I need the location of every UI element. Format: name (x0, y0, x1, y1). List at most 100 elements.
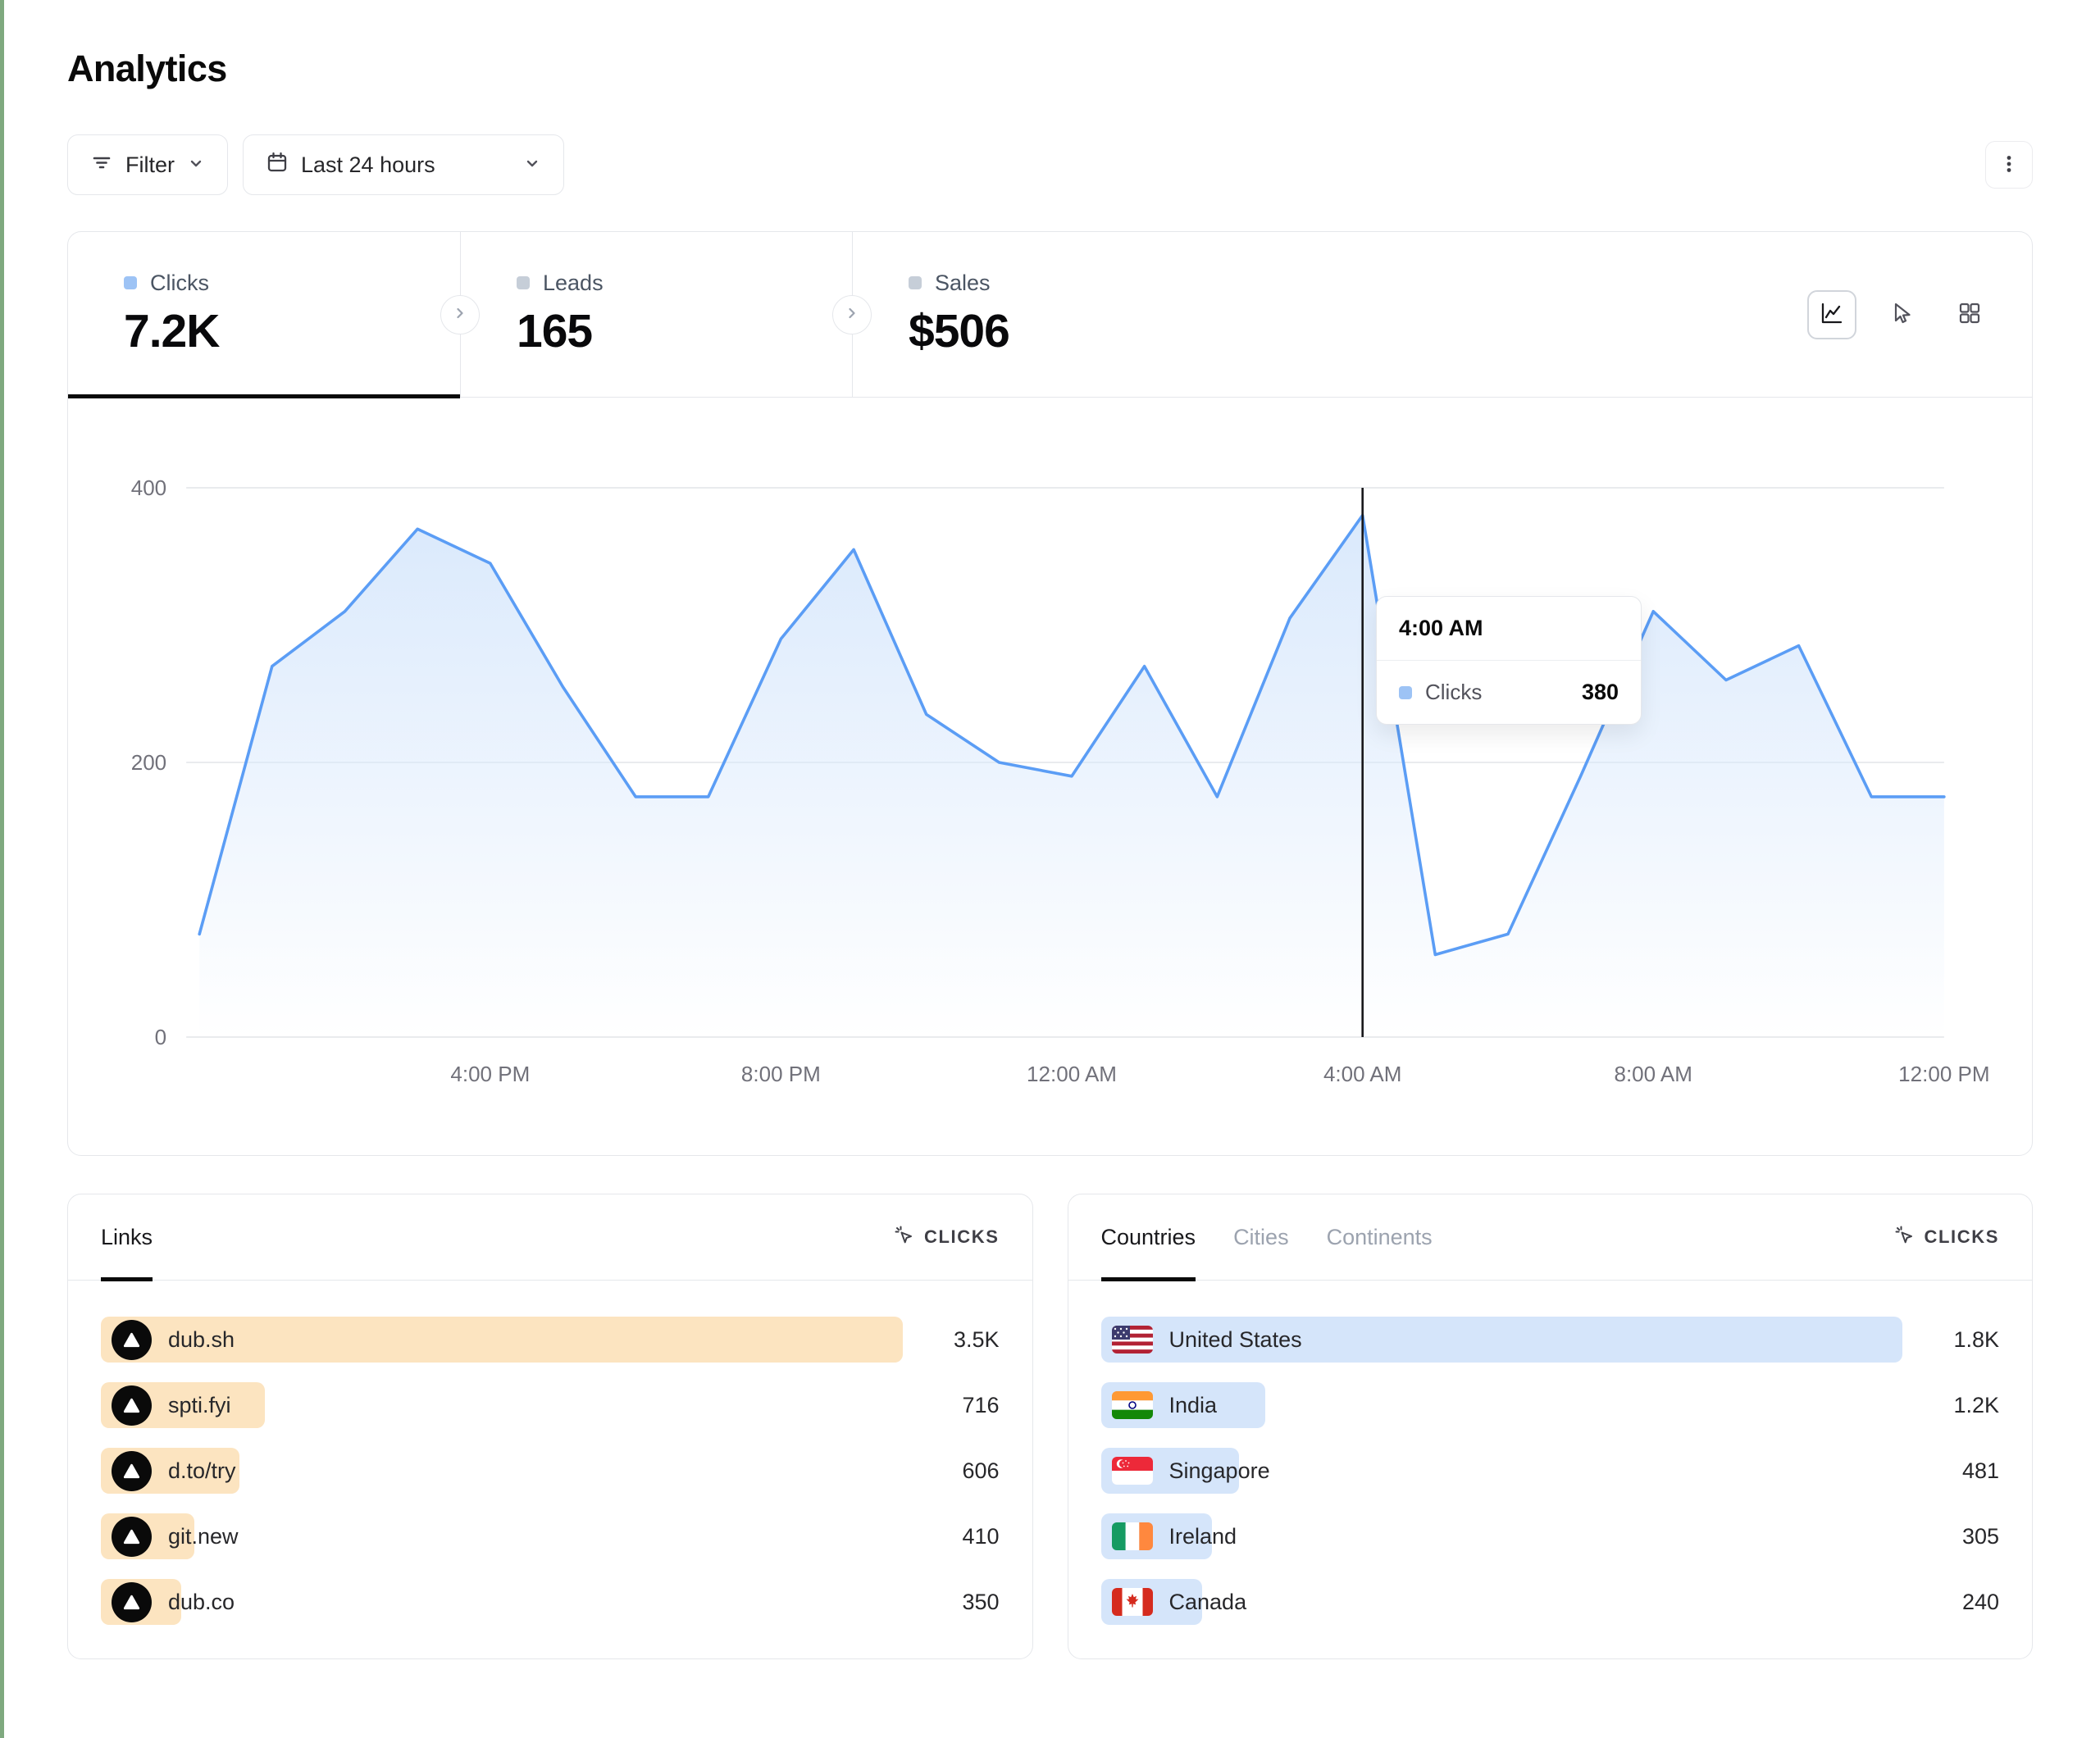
line-chart-view-button[interactable] (1807, 289, 1856, 339)
expand-sales-button[interactable] (832, 294, 872, 334)
chevron-down-icon (187, 152, 205, 178)
tab-links[interactable]: Links (101, 1194, 153, 1281)
link-label: spti.fyi (168, 1392, 231, 1417)
funnel-view-button[interactable] (1876, 289, 1925, 339)
clicks-marker (124, 276, 137, 289)
stat-tab-leads[interactable]: Leads 165 (440, 232, 852, 397)
link-clicks: 716 (962, 1392, 1000, 1417)
links-panel: Links CLICKS (67, 1194, 1033, 1659)
tab-countries[interactable]: Countries (1100, 1194, 1196, 1281)
x-tick-label: 4:00 AM (1323, 1062, 1401, 1086)
stats-header: Clicks 7.2K Leads 165 (68, 232, 2032, 398)
link-row[interactable]: dub.sh 3.5K (101, 1317, 1000, 1363)
y-tick-label: 200 (131, 750, 166, 775)
country-label: Ireland (1168, 1523, 1237, 1549)
date-range-button[interactable]: Last 24 hours (243, 134, 564, 195)
geo-metric-label: CLICKS (1924, 1226, 1999, 1247)
filter-button[interactable]: Filter (67, 134, 228, 195)
tooltip-time: 4:00 AM (1377, 597, 1641, 661)
link-label: dub.co (168, 1589, 235, 1614)
sales-value: $506 (909, 305, 1010, 357)
country-bar (1100, 1317, 1902, 1363)
filter-lines-icon (90, 151, 113, 180)
x-tick-label: 4:00 PM (450, 1062, 530, 1086)
clicks-line (198, 513, 1946, 957)
cursor-rays-icon (1893, 1224, 1915, 1250)
chevron-right-icon (845, 306, 859, 323)
expand-leads-button[interactable] (440, 294, 480, 334)
y-tick-label: 0 (155, 1025, 166, 1049)
link-row[interactable]: d.to/try 606 (101, 1448, 1000, 1494)
more-options-button[interactable] (1985, 141, 2033, 189)
link-label: d.to/try (168, 1458, 236, 1483)
chart-tooltip: 4:00 AM Clicks 380 (1376, 596, 1642, 725)
link-favicon-icon (112, 1319, 152, 1360)
country-label: India (1168, 1392, 1218, 1417)
date-range-label: Last 24 hours (301, 152, 435, 177)
sales-marker (909, 276, 922, 289)
tab-cities[interactable]: Cities (1233, 1224, 1289, 1249)
analytics-card: Clicks 7.2K Leads 165 (67, 231, 2033, 1156)
leads-marker (517, 276, 530, 289)
x-tick-label: 12:00 PM (1898, 1062, 1989, 1086)
toolbar: Filter Last 24 hours (67, 134, 2033, 195)
link-favicon-icon (112, 1450, 152, 1491)
link-row[interactable]: dub.co 350 (101, 1579, 1000, 1625)
links-metric-label: CLICKS (924, 1226, 1000, 1247)
country-label: Singapore (1168, 1458, 1270, 1483)
country-row[interactable]: India 1.2K (1100, 1382, 1999, 1428)
link-label: git.new (168, 1523, 239, 1549)
links-panel-header: Links CLICKS (68, 1194, 1032, 1281)
sales-label: Sales (935, 271, 991, 295)
country-clicks: 305 (1961, 1523, 1999, 1549)
tooltip-value: 380 (1581, 680, 1619, 704)
link-clicks: 606 (962, 1458, 1000, 1483)
x-tick-label: 8:00 AM (1614, 1062, 1692, 1086)
links-rows: dub.sh 3.5K spti.fyi 716 (68, 1281, 1032, 1625)
country-row[interactable]: Singapore 481 (1100, 1448, 1999, 1494)
geo-rows: United States 1.8K (1068, 1281, 2033, 1625)
geo-panel-header: Countries Cities Continents CLICKS (1068, 1194, 2032, 1281)
cursor-rays-icon (893, 1224, 914, 1250)
calendar-icon (266, 151, 289, 180)
geo-panel: Countries Cities Continents CLICKS (1067, 1194, 2033, 1659)
country-row[interactable]: Canada 240 (1100, 1579, 1999, 1625)
country-clicks: 1.8K (1953, 1326, 1999, 1352)
country-row[interactable]: Ireland 305 (1100, 1513, 1999, 1559)
link-label: dub.sh (168, 1326, 235, 1352)
geo-metric-header[interactable]: CLICKS (1893, 1194, 2000, 1280)
link-bar (101, 1317, 903, 1363)
link-row[interactable]: spti.fyi 716 (101, 1382, 1000, 1428)
stat-tab-sales[interactable]: Sales $506 (832, 232, 1244, 397)
country-clicks: 240 (1961, 1589, 1999, 1614)
area-fill (199, 515, 1944, 1037)
table-view-button[interactable] (1945, 289, 1994, 339)
leads-value: 165 (517, 305, 593, 357)
analytics-page: Analytics Filter Last 24 (67, 48, 2033, 1659)
breakdown-panels: Links CLICKS (67, 1194, 2033, 1659)
clicks-label: Clicks (150, 271, 209, 295)
tab-continents[interactable]: Continents (1326, 1224, 1433, 1249)
flag-sg-icon (1111, 1457, 1153, 1485)
chart-view-toggles (1807, 232, 2032, 397)
grid-icon (1957, 301, 1982, 328)
links-metric-header[interactable]: CLICKS (893, 1194, 1000, 1280)
clicks-area-chart[interactable]: 0 200 400 4:00 PM 8:00 PM 12:00 AM 4:00 AM 8:00… (68, 398, 2032, 1155)
y-tick-label: 400 (131, 475, 166, 500)
link-clicks: 3.5K (953, 1326, 1000, 1352)
stat-tab-clicks[interactable]: Clicks 7.2K (68, 232, 460, 398)
left-edge-accent (0, 0, 4, 1738)
page-title: Analytics (67, 48, 227, 89)
country-clicks: 1.2K (1953, 1392, 1999, 1417)
country-row[interactable]: United States 1.8K (1100, 1317, 1999, 1363)
link-row[interactable]: git.new 410 (101, 1513, 1000, 1559)
cursor-icon (1888, 301, 1913, 328)
flag-ca-icon (1111, 1588, 1153, 1616)
flag-us-icon (1111, 1326, 1153, 1354)
link-favicon-icon (112, 1581, 152, 1622)
country-label: United States (1168, 1326, 1302, 1352)
link-clicks: 350 (962, 1589, 1000, 1614)
filter-label: Filter (125, 152, 175, 177)
link-favicon-icon (112, 1516, 152, 1557)
chart-area: 0 200 400 4:00 PM 8:00 PM 12:00 AM 4:00 AM 8:00… (68, 398, 2032, 1155)
